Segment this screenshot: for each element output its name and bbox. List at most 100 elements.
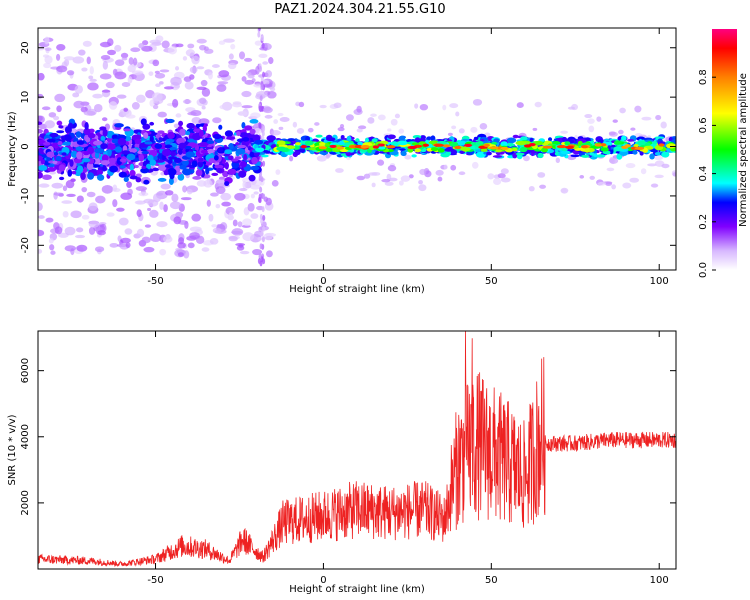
- spectrogram-cell: [570, 154, 580, 158]
- spectrogram-cell: [354, 144, 363, 149]
- spectrogram-cell: [259, 213, 263, 220]
- spectrogram-cell: [257, 31, 261, 38]
- spectrogram-cell: [97, 230, 106, 236]
- spectrogram-cell: [140, 167, 150, 174]
- spectrogram-cell: [217, 147, 224, 153]
- spectrogram-cell: [579, 175, 585, 179]
- spectrogram-cell: [152, 104, 159, 110]
- spectrogram-cell: [515, 140, 527, 146]
- spectrogram-cell: [218, 124, 223, 130]
- spectrogram-cell: [198, 118, 210, 126]
- spectrogram-cell: [625, 162, 636, 169]
- spectrogram-cell: [76, 140, 85, 145]
- spectrogram-cell: [629, 177, 640, 183]
- spectrogram-cell: [140, 118, 147, 126]
- spectrogram-cell: [173, 157, 182, 164]
- spectrogram-cell: [400, 175, 411, 182]
- spectrogram-cell: [167, 168, 177, 176]
- spectrogram-cell: [437, 148, 445, 153]
- colorbar-ticks: 0.0 0.2 0.4 0.6 0.8: [698, 69, 716, 278]
- spectrogram-cell: [244, 79, 255, 85]
- spectrogram-cell: [189, 232, 200, 239]
- spectrogram-cell: [168, 156, 178, 160]
- spectrogram-cell: [340, 153, 346, 156]
- spectrogram-cell: [259, 186, 263, 193]
- spectrogram-cell: [96, 174, 105, 181]
- spectrogram-cell: [114, 44, 122, 52]
- spectrogram-cell: [505, 143, 516, 147]
- spectrogram-cell: [88, 202, 98, 211]
- spectrogram-cell: [38, 72, 45, 81]
- spectrogram-cell: [143, 179, 150, 185]
- spectrogram-cell: [183, 250, 190, 259]
- spectrogram-cell: [237, 110, 248, 116]
- spectrogram-cell: [348, 144, 358, 149]
- spectrogram-cell: [470, 126, 478, 133]
- spectrogram-cell: [269, 87, 276, 92]
- spectrogram-cell: [304, 140, 314, 146]
- spectrogram-cell: [160, 183, 171, 190]
- spectrogram-cell: [606, 167, 615, 172]
- y-tick-label: 4000: [20, 424, 31, 449]
- spectrogram-cell: [216, 168, 223, 173]
- spectrogram-x-label: Height of straight line (km): [289, 284, 425, 295]
- spectrogram-cell: [539, 184, 547, 189]
- spectrogram-cell: [54, 93, 66, 103]
- spectrogram-cell: [457, 140, 467, 146]
- spectrogram-cell: [454, 145, 462, 150]
- spectrogram-cell: [196, 66, 205, 70]
- spectrogram-cell: [121, 82, 131, 87]
- spectrogram-cell: [250, 213, 259, 219]
- spectrogram-cell: [85, 136, 91, 143]
- spectrogram-cell: [641, 116, 652, 121]
- spectrogram-cell: [76, 244, 88, 252]
- spectrogram-cell: [179, 164, 187, 170]
- spectrogram-cell: [338, 140, 345, 146]
- spectrogram-cell: [450, 141, 459, 147]
- spectrogram-cell: [230, 43, 236, 50]
- spectrogram-cell: [264, 114, 273, 119]
- spectrogram-cell: [173, 84, 180, 89]
- spectrogram-cell: [254, 40, 262, 46]
- spectrogram-cell: [126, 181, 132, 188]
- spectrogram-cell: [121, 57, 128, 61]
- spectrogram-cell: [175, 113, 182, 118]
- colorbar: 0.0 0.2 0.4 0.6 0.8 Normalized spectral ampl…: [698, 29, 749, 278]
- spectrogram-cell: [62, 210, 69, 218]
- spectrogram-cell: [250, 112, 261, 119]
- spectrogram-cell: [169, 146, 177, 151]
- spectrogram-cell: [212, 227, 222, 234]
- spectrogram-cell: [38, 183, 50, 188]
- spectrogram-cell: [333, 102, 342, 109]
- spectrogram-cell: [541, 147, 548, 153]
- spectrogram-cell: [556, 144, 567, 149]
- spectrogram-cell: [195, 123, 201, 128]
- spectrogram-cell: [451, 125, 457, 130]
- colorbar-label: Normalized spectral amplitude: [738, 73, 749, 227]
- spectrogram-cell: [76, 151, 83, 160]
- spectrogram-cell: [123, 128, 131, 132]
- spectrogram-cell: [134, 164, 139, 169]
- spectrogram-cell: [70, 210, 82, 219]
- spectrogram-cell: [443, 164, 448, 170]
- spectrogram-cell: [44, 36, 50, 45]
- spectrogram-cell: [88, 75, 94, 80]
- spectrogram-cell: [381, 178, 391, 183]
- spectrogram-cell: [106, 212, 115, 217]
- spectrogram-cell: [167, 46, 178, 55]
- spectrogram-cell: [133, 129, 143, 134]
- spectrogram-cell: [136, 200, 143, 205]
- spectrogram-cell: [87, 172, 95, 180]
- spectrogram-cell: [340, 134, 345, 140]
- spectrogram-cell: [458, 171, 466, 176]
- spectrogram-cell: [215, 186, 226, 195]
- spectrogram-cell: [249, 128, 256, 135]
- spectrogram-cell: [64, 134, 72, 142]
- spectrogram-cell: [386, 173, 392, 181]
- spectrogram-cell: [262, 214, 266, 221]
- spectrogram-cell: [247, 202, 255, 212]
- snr-series-line: [38, 331, 676, 568]
- spectrogram-cell: [336, 146, 345, 150]
- spectrogram-cell: [253, 128, 262, 135]
- spectrogram-cell: [72, 56, 85, 64]
